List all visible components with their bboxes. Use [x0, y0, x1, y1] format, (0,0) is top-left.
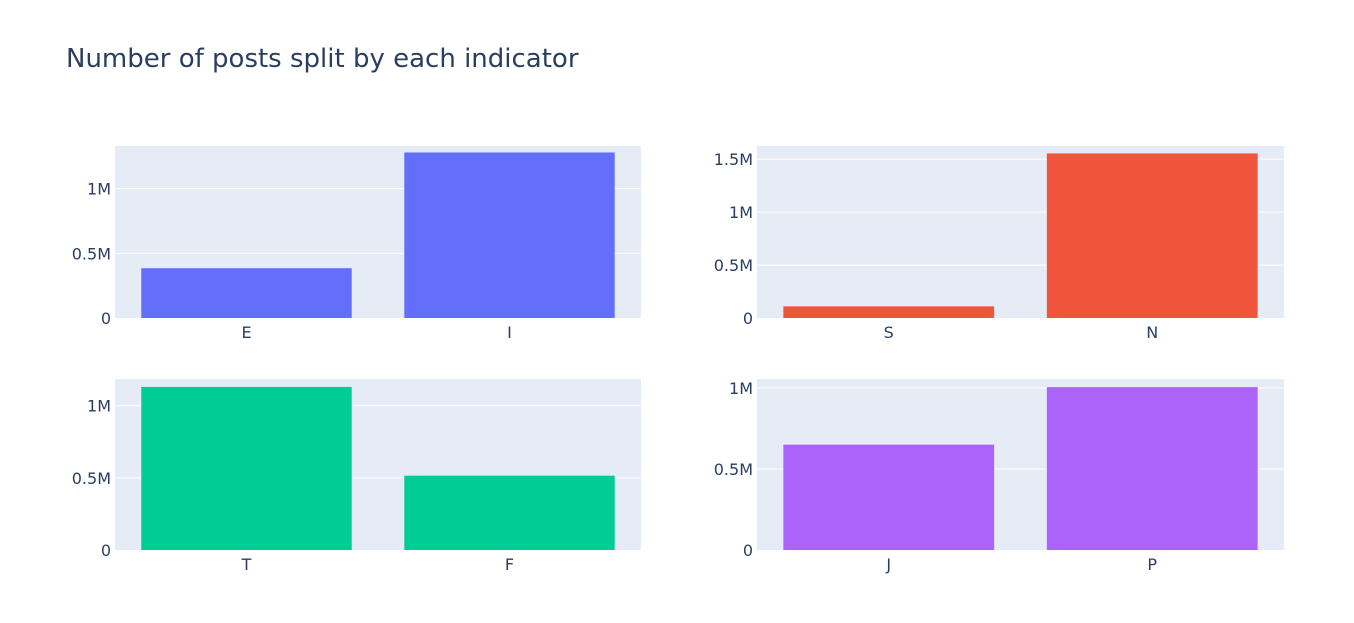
subplot-tf: 0 0.5M 1M T F: [72, 379, 641, 574]
bar-e[interactable]: [141, 268, 352, 318]
y-tick-label: 0.5M: [72, 244, 111, 263]
y-tick-label: 1M: [729, 379, 753, 398]
x-tick-label: F: [505, 555, 514, 574]
bar-j[interactable]: [783, 444, 995, 550]
y-tick-label: 1M: [729, 203, 753, 222]
subplot-ei: 0 0.5M 1M E I: [72, 146, 641, 342]
x-tick-label: T: [241, 555, 252, 574]
bar-f[interactable]: [404, 475, 615, 550]
bar-t[interactable]: [141, 386, 352, 550]
bar-p[interactable]: [1046, 387, 1258, 550]
x-tick-label: I: [507, 323, 512, 342]
y-tick-label: 0.5M: [714, 460, 753, 479]
y-tick-label: 0: [743, 309, 753, 328]
y-tick-label: 1M: [87, 180, 111, 199]
subplot-jp: 0 0.5M 1M J P: [714, 379, 1284, 574]
x-tick-label: S: [884, 323, 894, 342]
x-tick-label: J: [885, 555, 891, 574]
y-tick-label: 0: [101, 309, 111, 328]
bar-n[interactable]: [1046, 153, 1258, 318]
chart-title: Number of posts split by each indicator: [66, 44, 579, 74]
x-tick-label: N: [1146, 323, 1158, 342]
x-tick-label: P: [1147, 555, 1157, 574]
y-tick-label: 0.5M: [714, 256, 753, 275]
x-tick-label: E: [241, 323, 251, 342]
y-tick-label: 1M: [87, 397, 111, 416]
y-tick-label: 0.5M: [72, 469, 111, 488]
bar-i[interactable]: [404, 152, 615, 318]
y-tick-label: 1.5M: [714, 150, 753, 169]
y-tick-label: 0: [101, 541, 111, 560]
y-tick-label: 0: [743, 541, 753, 560]
subplot-sn: 0 0.5M 1M 1.5M S N: [714, 146, 1284, 342]
bar-s[interactable]: [783, 306, 995, 318]
